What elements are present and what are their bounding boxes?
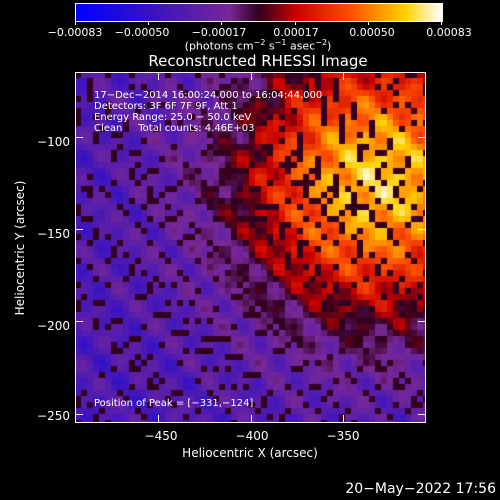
y-tick-label: −150 (37, 227, 70, 241)
chart-title: Reconstructed RHESSI Image (148, 52, 368, 70)
colorbar-tick-label: 0.00083 (426, 26, 472, 39)
colorbar-tick-label: 0.00017 (273, 26, 319, 39)
axis-tick-mark (251, 415, 252, 423)
peak-position-label: Position of Peak = [−331,−124] (94, 398, 254, 409)
colorbar-tick-label: −0.00017 (191, 26, 247, 39)
annotation-detectors: Detectors: 3F 6F 7F 9F, Att 1 (94, 101, 238, 112)
rhessi-image-map (75, 72, 426, 423)
colorbar-units-part: ) (327, 39, 332, 53)
colorbar-tick-label: −0.00050 (114, 26, 170, 39)
axis-tick-mark (343, 415, 344, 423)
annotation-time-range: 17−Dec−2014 16:00:24.000 to 16:04:44.000 (94, 90, 323, 101)
colorbar-units-part: (photons cm (184, 39, 254, 53)
colorbar-units-part: asec (286, 39, 316, 53)
axis-tick-mark (158, 72, 159, 80)
axis-tick-mark (75, 414, 83, 415)
colorbar-tick-mark (148, 21, 149, 25)
axis-tick-mark (418, 229, 426, 230)
colorbar-tick-label: 0.00050 (349, 26, 395, 39)
x-tick-label: −350 (326, 429, 360, 443)
y-tick-label: −100 (37, 135, 70, 149)
colorbar-gradient (76, 4, 442, 21)
annotation-energy-range: Energy Range: 25.0 − 50.0 keV (94, 112, 252, 123)
axis-tick-mark (418, 414, 426, 415)
plot-timestamp: 20−May−2022 17:56 (345, 481, 496, 497)
x-tick-label: −400 (235, 429, 269, 443)
axis-tick-mark (158, 415, 159, 423)
x-axis-label: Heliocentric X (arcsec) (182, 446, 318, 460)
axis-tick-mark (251, 72, 252, 80)
y-tick-label: −250 (37, 409, 70, 423)
colorbar-tick-mark (221, 21, 222, 25)
y-tick-label: −200 (37, 319, 70, 333)
colorbar-tick-mark (441, 21, 442, 25)
y-axis-label: Heliocentric Y (arcsec) (13, 180, 27, 316)
colorbar-tick-mark (368, 21, 369, 25)
annotation-total-counts: Clean Total counts: 4.46E+03 (94, 123, 255, 134)
axis-tick-mark (418, 321, 426, 322)
axis-tick-mark (75, 137, 83, 138)
colorbar-units: (photons cm−2 s−1 asec−2) (185, 38, 332, 53)
colorbar-units-exponent: −2 (253, 38, 266, 47)
colorbar-units-exponent: −2 (315, 38, 328, 47)
axis-tick-mark (75, 321, 83, 322)
colorbar-units-exponent: −1 (274, 38, 287, 47)
colorbar (75, 3, 443, 22)
colorbar-tick-mark (75, 21, 76, 25)
axis-tick-mark (75, 229, 83, 230)
axis-tick-mark (418, 137, 426, 138)
colorbar-units-part: s (265, 39, 275, 53)
x-tick-label: −450 (144, 429, 178, 443)
axis-tick-mark (343, 72, 344, 80)
colorbar-tick-mark (295, 21, 296, 25)
colorbar-tick-label: −0.00083 (47, 26, 103, 39)
